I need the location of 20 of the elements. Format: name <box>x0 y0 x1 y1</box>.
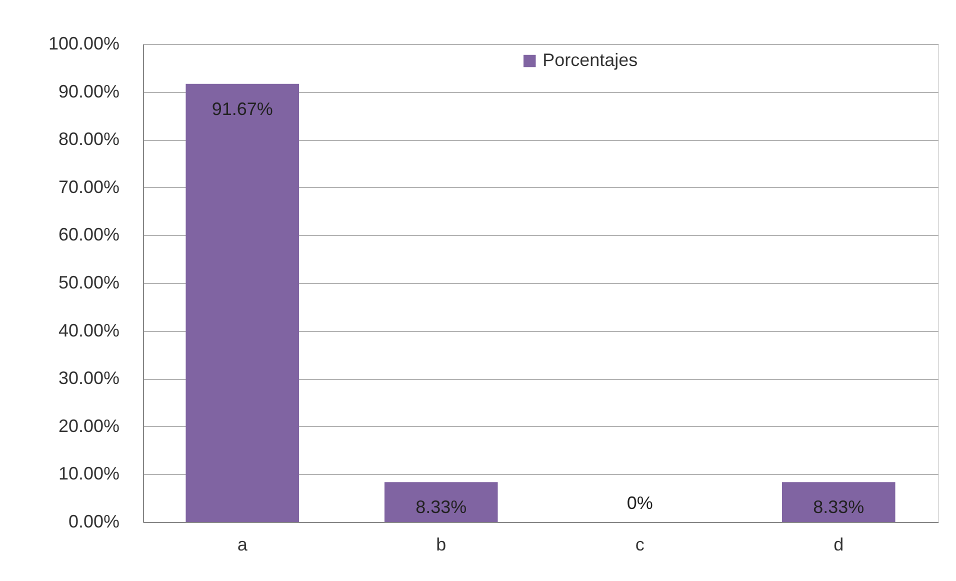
legend-label: Porcentajes <box>542 50 638 70</box>
y-tick-label: 60.00% <box>58 224 120 245</box>
y-tick-label: 40.00% <box>58 320 120 340</box>
y-tick-label: 0.00% <box>68 512 120 532</box>
x-tick-label: d <box>834 534 844 554</box>
data-label: 0% <box>626 493 653 513</box>
x-tick-label: b <box>436 534 446 554</box>
y-tick-label: 70.00% <box>58 176 120 197</box>
y-tick-label: 10.00% <box>58 464 120 484</box>
data-label: 91.67% <box>212 98 273 119</box>
y-tick-label: 80.00% <box>58 129 120 150</box>
y-tick-label: 50.00% <box>58 272 120 292</box>
x-tick-label: a <box>237 534 248 554</box>
data-label: 8.33% <box>813 497 864 518</box>
x-tick-label: c <box>635 534 644 554</box>
y-tick-label: 90.00% <box>58 81 120 102</box>
data-label: 8.33% <box>416 497 467 518</box>
y-tick-label: 100.00% <box>48 34 120 54</box>
y-tick-label: 30.00% <box>58 368 120 388</box>
y-tick-label: 20.00% <box>58 416 120 436</box>
